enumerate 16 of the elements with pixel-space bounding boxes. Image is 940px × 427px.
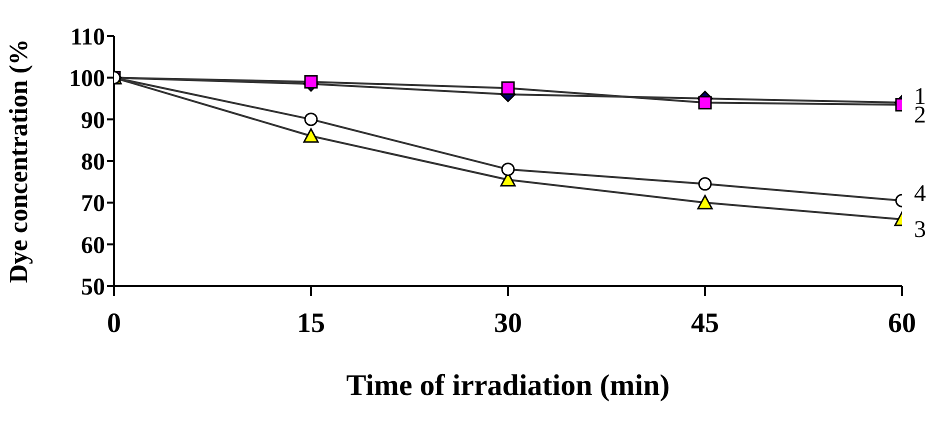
y-axis-title: Dye concentration (% (4, 38, 34, 284)
y-tick-label: 50 (81, 274, 105, 301)
x-tick-label: 15 (297, 308, 325, 339)
y-tick-label: 60 (81, 232, 105, 259)
x-tick-label: 0 (107, 308, 121, 339)
x-tick-label: 45 (691, 308, 719, 339)
series-label: 3 (914, 216, 926, 243)
series-label: 4 (914, 181, 926, 208)
y-tick-label: 110 (70, 24, 105, 51)
y-tick-label: 90 (81, 108, 105, 134)
x-tick-label: 60 (888, 308, 916, 339)
y-tick-label: 80 (81, 150, 105, 176)
x-axis-title: Time of irradiation (min) (346, 369, 670, 402)
x-tick-label: 30 (494, 308, 522, 339)
y-tick-label: 100 (69, 66, 105, 92)
y-tick-label: 70 (81, 191, 105, 218)
